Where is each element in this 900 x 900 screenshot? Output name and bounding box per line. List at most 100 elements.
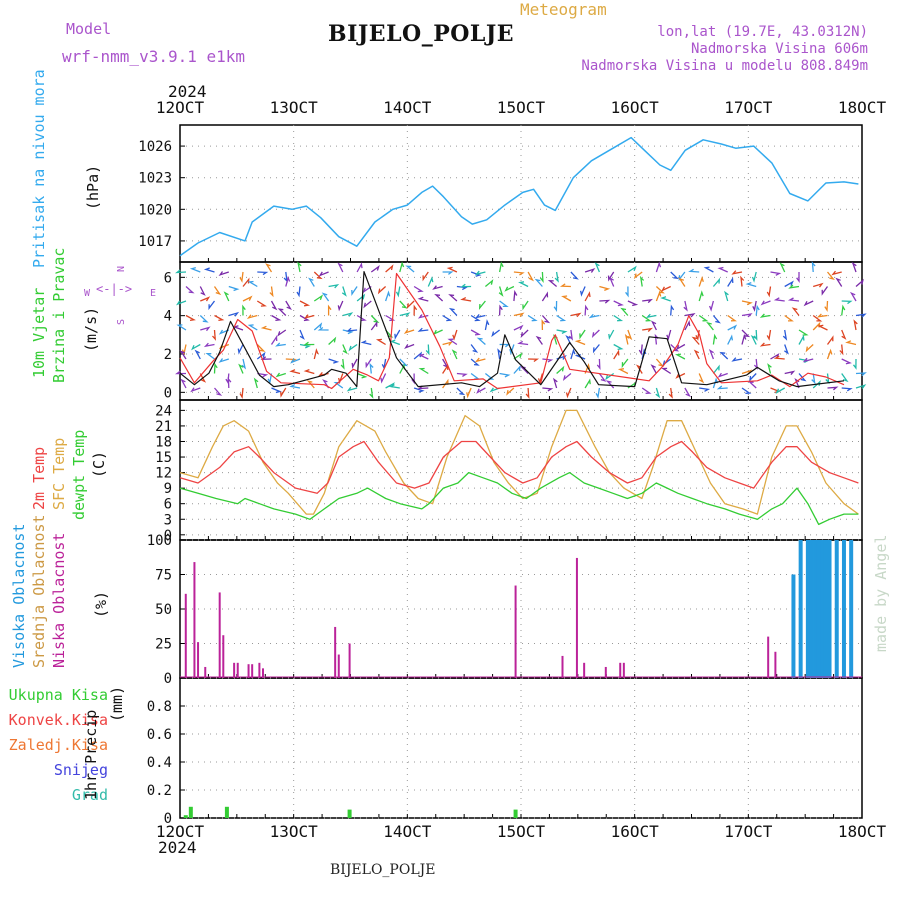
wind-barb: [417, 296, 429, 302]
wind-barb: [759, 313, 771, 318]
wind-barb: [313, 271, 323, 280]
wind-barb: [717, 266, 728, 273]
cloud-low-bar: [334, 626, 337, 678]
wind-barb: [547, 279, 558, 287]
wind-barb: [498, 304, 503, 316]
wind-barb: [584, 363, 591, 374]
cloud-low-bar: [774, 651, 777, 678]
wind-barb: [299, 343, 311, 349]
wind-barb: [661, 367, 672, 375]
wind-barb: [708, 349, 715, 360]
wind-barb: [484, 319, 490, 331]
wind-barb: [199, 286, 206, 296]
wind-barb: [418, 353, 429, 360]
wind-barb: [645, 313, 657, 319]
wind-barb: [303, 314, 315, 319]
wind-barb: [504, 285, 515, 292]
wind-barb: [568, 329, 574, 341]
wind-barb: [542, 387, 554, 392]
wind-barb: [285, 300, 292, 311]
cloud-low-bar: [222, 635, 225, 678]
wind-barb: [213, 362, 218, 374]
compass-w: W: [84, 288, 91, 299]
wind-barb: [749, 373, 757, 382]
precipitation-frame: [179, 677, 863, 819]
wind-barb: [342, 344, 348, 355]
wind-barb: [641, 348, 647, 360]
wind-barb: [497, 348, 502, 360]
wind-barb: [360, 340, 372, 346]
wind-barb: [346, 386, 358, 392]
wind-barb: [509, 344, 515, 356]
wind-barb: [513, 289, 518, 302]
wind-barb: [232, 325, 244, 331]
temperature-ytick-label: 21: [155, 419, 172, 435]
wind-barb: [552, 377, 558, 389]
wind-barb: [826, 335, 834, 345]
x-tick-label-top: 14OCT: [383, 98, 432, 117]
cloud-high-bar: [816, 540, 821, 678]
x-tick-label-top: 18OCT: [838, 98, 887, 117]
wind-barb: [513, 364, 521, 374]
wind-barb: [784, 280, 794, 288]
wind-barb: [852, 358, 857, 370]
wind-barb: [617, 368, 629, 375]
wind-barb: [181, 344, 187, 356]
wind-barb: [499, 300, 509, 308]
wind-barb: [759, 342, 771, 347]
pressure-ytick-label: 1020: [138, 202, 172, 218]
wind-barb: [826, 271, 835, 280]
wind-barb: [668, 387, 673, 399]
cloud-high-bar: [791, 574, 796, 678]
wind-barb: [327, 304, 332, 316]
wind-barb: [741, 387, 752, 394]
wind-barb: [788, 284, 800, 289]
wind-barb: [203, 342, 215, 348]
meteogram-label: Meteogram: [520, 0, 607, 19]
wind-barb: [595, 387, 601, 399]
wind-barb: [841, 387, 853, 392]
wind-barb: [608, 276, 615, 287]
wind-barb: [821, 286, 829, 296]
wind-barb: [257, 372, 269, 378]
wind-barb: [554, 271, 559, 283]
wind-barb: [513, 352, 523, 360]
wind-barb: [337, 300, 344, 312]
wind-barb: [853, 319, 858, 331]
wind-barb: [213, 286, 222, 296]
wind-barb: [599, 299, 611, 304]
wind-barb: [584, 267, 596, 273]
pressure-ytick-label: 1023: [138, 171, 172, 187]
wind-barb: [313, 322, 323, 331]
wind-barb: [394, 329, 401, 340]
cloud-high-bar: [841, 540, 846, 678]
wind-barb: [779, 262, 786, 273]
year-top: 2024: [168, 82, 207, 101]
x-tick-label-bottom: 13OCT: [270, 822, 319, 841]
wind-ytick-label: 6: [164, 270, 172, 286]
cloud-low-bar: [236, 662, 239, 678]
temperature-ytick-label: 18: [155, 434, 172, 450]
wind-barb: [413, 304, 418, 316]
model-altitude-text: Nadmorska Visina u modelu 808.849m: [581, 58, 868, 74]
wind-barb: [228, 285, 240, 292]
wind-barb: [280, 387, 287, 398]
wind-barb: [816, 313, 828, 318]
wind-barb: [525, 387, 530, 399]
cloud-low-bar: [218, 592, 221, 678]
wind-barb: [470, 329, 481, 336]
wind-barb: [641, 314, 652, 322]
wind-barb: [341, 286, 347, 297]
pressure-ytick-label: 1026: [138, 139, 172, 155]
wind-barb: [752, 300, 757, 312]
wind-barb: [484, 279, 494, 288]
dewpt-line: [179, 471, 859, 526]
wind-barb: [289, 384, 301, 389]
model-value: wrf-nmm_v3.9.1 e1km: [62, 47, 246, 66]
cloud-low-bar: [575, 557, 578, 678]
wind-barb: [241, 358, 247, 370]
wind-barb: [432, 329, 443, 336]
wind-barb: [369, 362, 374, 374]
wind-barb: [356, 293, 366, 302]
cloud-high-bar: [798, 540, 803, 678]
